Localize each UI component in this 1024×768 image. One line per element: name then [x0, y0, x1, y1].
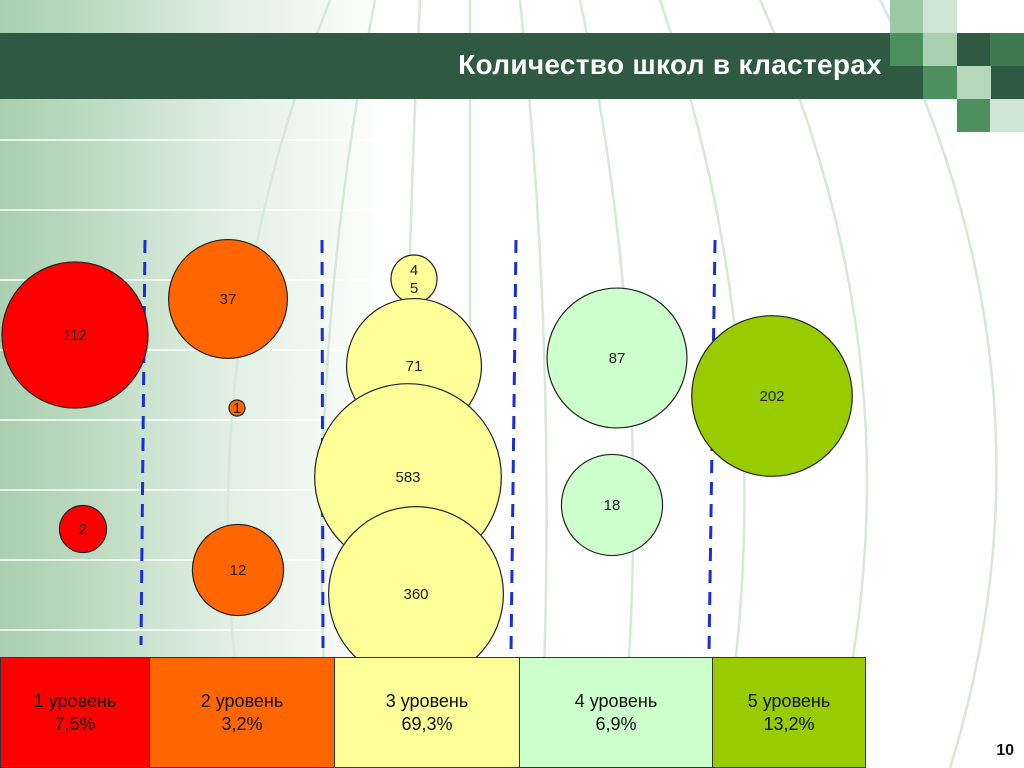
deco-square	[957, 99, 991, 132]
bubble-circle	[560, 453, 664, 557]
deco-square	[990, 99, 1024, 132]
legend-level-5: 5 уровень 13,2%	[713, 657, 866, 768]
bubble-label: 112	[63, 327, 87, 344]
bubble-label: 2	[79, 521, 87, 538]
deco-square	[990, 33, 1024, 66]
bubble-level-4: 87	[546, 287, 688, 429]
legend-level-1: 1 уровень 7,5%	[0, 657, 150, 768]
level-separator	[509, 239, 518, 653]
deco-square	[890, 33, 924, 66]
bubble-level-4: 18	[560, 453, 664, 557]
deco-square	[923, 33, 957, 66]
page-title: Количество школ в кластерах	[458, 49, 882, 80]
legend-level-3: 3 уровень 69,3%	[335, 657, 520, 768]
bubble-circle	[691, 315, 853, 477]
legend-level-2: 2 уровень 3,2%	[150, 657, 335, 768]
bubble-level-2: 12	[191, 523, 285, 617]
legend-level-percent: 69,3%	[401, 713, 453, 734]
deco-square	[923, 66, 957, 99]
bubble-label: 583	[395, 469, 420, 486]
bubble-label: 1	[233, 400, 241, 417]
legend-level-4: 4 уровень 6,9%	[520, 657, 713, 768]
deco-square	[923, 0, 957, 33]
legend-level-label: 2 уровень	[200, 690, 284, 711]
bubble-label: 37	[220, 291, 237, 308]
bubble-circle	[167, 238, 289, 360]
bubble-circle	[1, 261, 149, 409]
bubble-level-1: 2	[58, 504, 108, 554]
bubble-label: 18	[604, 497, 621, 514]
legend-level-label: 1 уровень	[33, 690, 117, 711]
legend-level-percent: 3,2%	[221, 713, 263, 734]
deco-square	[890, 0, 924, 33]
legend-level-label: 4 уровень	[574, 690, 658, 711]
level-legend: 1 уровень 7,5% 2 уровень 3,2% 3 уровень 69,3%…	[0, 657, 866, 768]
bubble-level-5: 202	[691, 315, 853, 477]
bubble-level-2: 37	[167, 238, 289, 360]
bubble-label: 202	[759, 388, 784, 405]
bubble-label: 360	[403, 586, 428, 603]
legend-level-percent: 13,2%	[763, 713, 815, 734]
bubble-circle	[228, 399, 246, 417]
bubble-label: 12	[230, 562, 247, 579]
legend-level-percent: 7,5%	[54, 713, 96, 734]
title-bar	[0, 33, 1024, 99]
deco-square	[957, 66, 991, 99]
bubble-circle	[546, 287, 688, 429]
level-separator	[139, 239, 147, 646]
legend-level-label: 5 уровень	[747, 690, 831, 711]
legend-level-percent: 6,9%	[595, 713, 637, 734]
bubble-level-3: 360	[328, 506, 504, 682]
bubble-circle	[58, 504, 108, 554]
bubble-circle	[191, 523, 285, 617]
legend-level-label: 3 уровень	[385, 690, 469, 711]
bubble-level-2: 1	[228, 399, 246, 417]
bubble-label: 71	[406, 358, 423, 375]
bubble-level-1: 112	[1, 261, 149, 409]
bubble-label: 87	[609, 350, 626, 367]
page-number: 10	[996, 742, 1014, 759]
